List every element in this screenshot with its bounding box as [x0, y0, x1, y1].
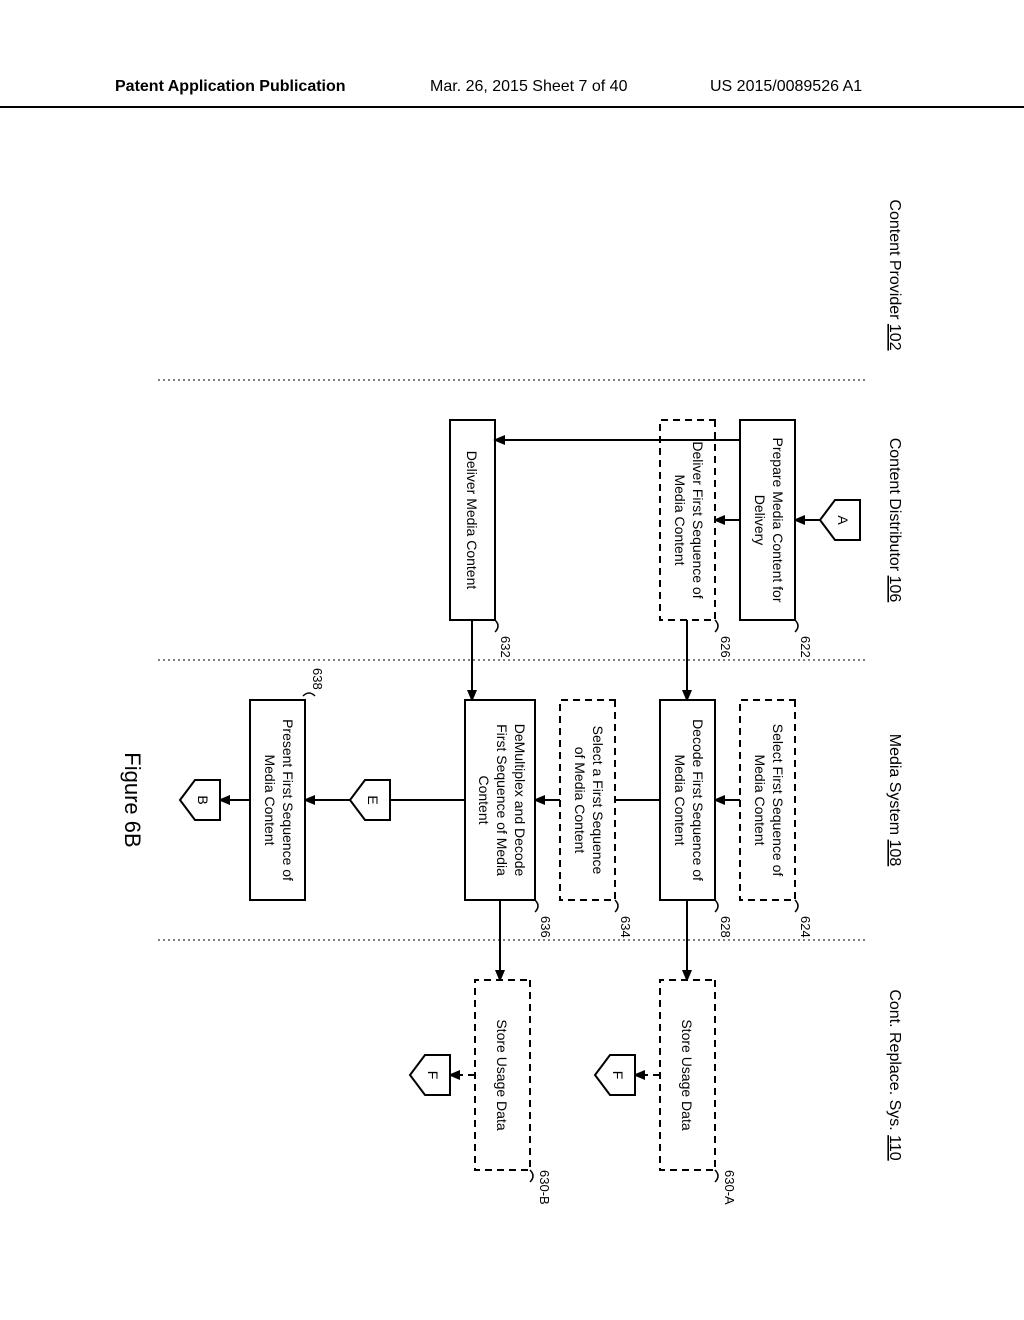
- box-630a: Store Usage Data 630-A: [660, 980, 737, 1205]
- lane2-title: Content Distributor 106: [886, 438, 903, 603]
- header-right: US 2015/0089526 A1: [710, 78, 862, 96]
- ref-626: 626: [718, 636, 733, 658]
- svg-text:Store Usage Data: Store Usage Data: [679, 1019, 695, 1130]
- svg-text:E: E: [365, 795, 381, 804]
- box-638: Present First Sequence of Media Content …: [250, 668, 325, 900]
- connector-f-1: F: [595, 1055, 635, 1095]
- ref-638: 638: [310, 668, 325, 690]
- svg-text:Media Content: Media Content: [672, 754, 688, 845]
- box-630b: Store Usage Data 630-B: [475, 980, 552, 1205]
- svg-text:of Media Content: of Media Content: [572, 747, 588, 854]
- connector-e: E: [350, 780, 390, 820]
- ref-634: 634: [618, 916, 633, 938]
- svg-text:Select a First Sequence: Select a First Sequence: [590, 726, 606, 875]
- ref-628: 628: [718, 916, 733, 938]
- svg-text:Prepare Media Content for: Prepare Media Content for: [770, 438, 786, 603]
- page: Patent Application Publication Mar. 26, …: [0, 0, 1024, 1320]
- lane3-title: Media System 108: [886, 734, 903, 867]
- svg-text:Delivery: Delivery: [752, 495, 768, 546]
- svg-text:Content: Content: [476, 775, 492, 824]
- box-626: Deliver First Sequence of Media Content …: [660, 420, 733, 658]
- ref-630a: 630-A: [722, 1170, 737, 1205]
- box-628: Decode First Sequence of Media Content 6…: [660, 700, 733, 938]
- svg-text:F: F: [610, 1071, 626, 1080]
- header-center: Mar. 26, 2015 Sheet 7 of 40: [430, 78, 627, 96]
- connector-b: B: [180, 780, 220, 820]
- lane4-title: Cont. Replace. Sys. 110: [886, 989, 903, 1160]
- figure-svg: Content Provider 102 Content Distributor…: [105, 170, 915, 1210]
- svg-text:Media Content: Media Content: [672, 474, 688, 565]
- svg-text:Media Content: Media Content: [262, 754, 278, 845]
- svg-text:Select First Sequence of: Select First Sequence of: [770, 724, 786, 877]
- ref-636: 636: [538, 916, 553, 938]
- svg-text:First Sequence of Media: First Sequence of Media: [494, 724, 510, 876]
- svg-text:A: A: [835, 515, 851, 525]
- box-634: Select a First Sequence of Media Content…: [560, 700, 633, 938]
- ref-624: 624: [798, 916, 813, 938]
- box-624: Select First Sequence of Media Content 6…: [740, 700, 813, 938]
- lane1-title: Content Provider 102: [886, 199, 903, 350]
- header-left: Patent Application Publication: [115, 78, 346, 96]
- svg-text:DeMultiplex and Decode: DeMultiplex and Decode: [512, 724, 528, 877]
- ref-630b: 630-B: [537, 1170, 552, 1205]
- svg-text:Present First Sequence of: Present First Sequence of: [280, 719, 296, 881]
- ref-622: 622: [798, 636, 813, 658]
- svg-text:Deliver Media Content: Deliver Media Content: [464, 451, 480, 590]
- box-636: DeMultiplex and Decode First Sequence of…: [465, 700, 553, 938]
- ref-632: 632: [498, 636, 513, 658]
- svg-text:Store Usage Data: Store Usage Data: [494, 1019, 510, 1130]
- svg-text:B: B: [195, 795, 211, 804]
- page-header: Patent Application Publication Mar. 26, …: [0, 78, 1024, 108]
- connector-a: A: [820, 500, 860, 540]
- svg-text:Deliver First Sequence of: Deliver First Sequence of: [690, 441, 706, 598]
- connector-f-2: F: [410, 1055, 450, 1095]
- figure-label: Figure 6B: [120, 752, 145, 847]
- figure-6b: Content Provider 102 Content Distributor…: [105, 170, 915, 1210]
- svg-text:F: F: [425, 1071, 441, 1080]
- box-632: Deliver Media Content 632: [450, 420, 513, 658]
- svg-text:Media Content: Media Content: [752, 754, 768, 845]
- svg-text:Decode First Sequence of: Decode First Sequence of: [690, 719, 706, 881]
- box-622: Prepare Media Content for Delivery 622: [740, 420, 813, 658]
